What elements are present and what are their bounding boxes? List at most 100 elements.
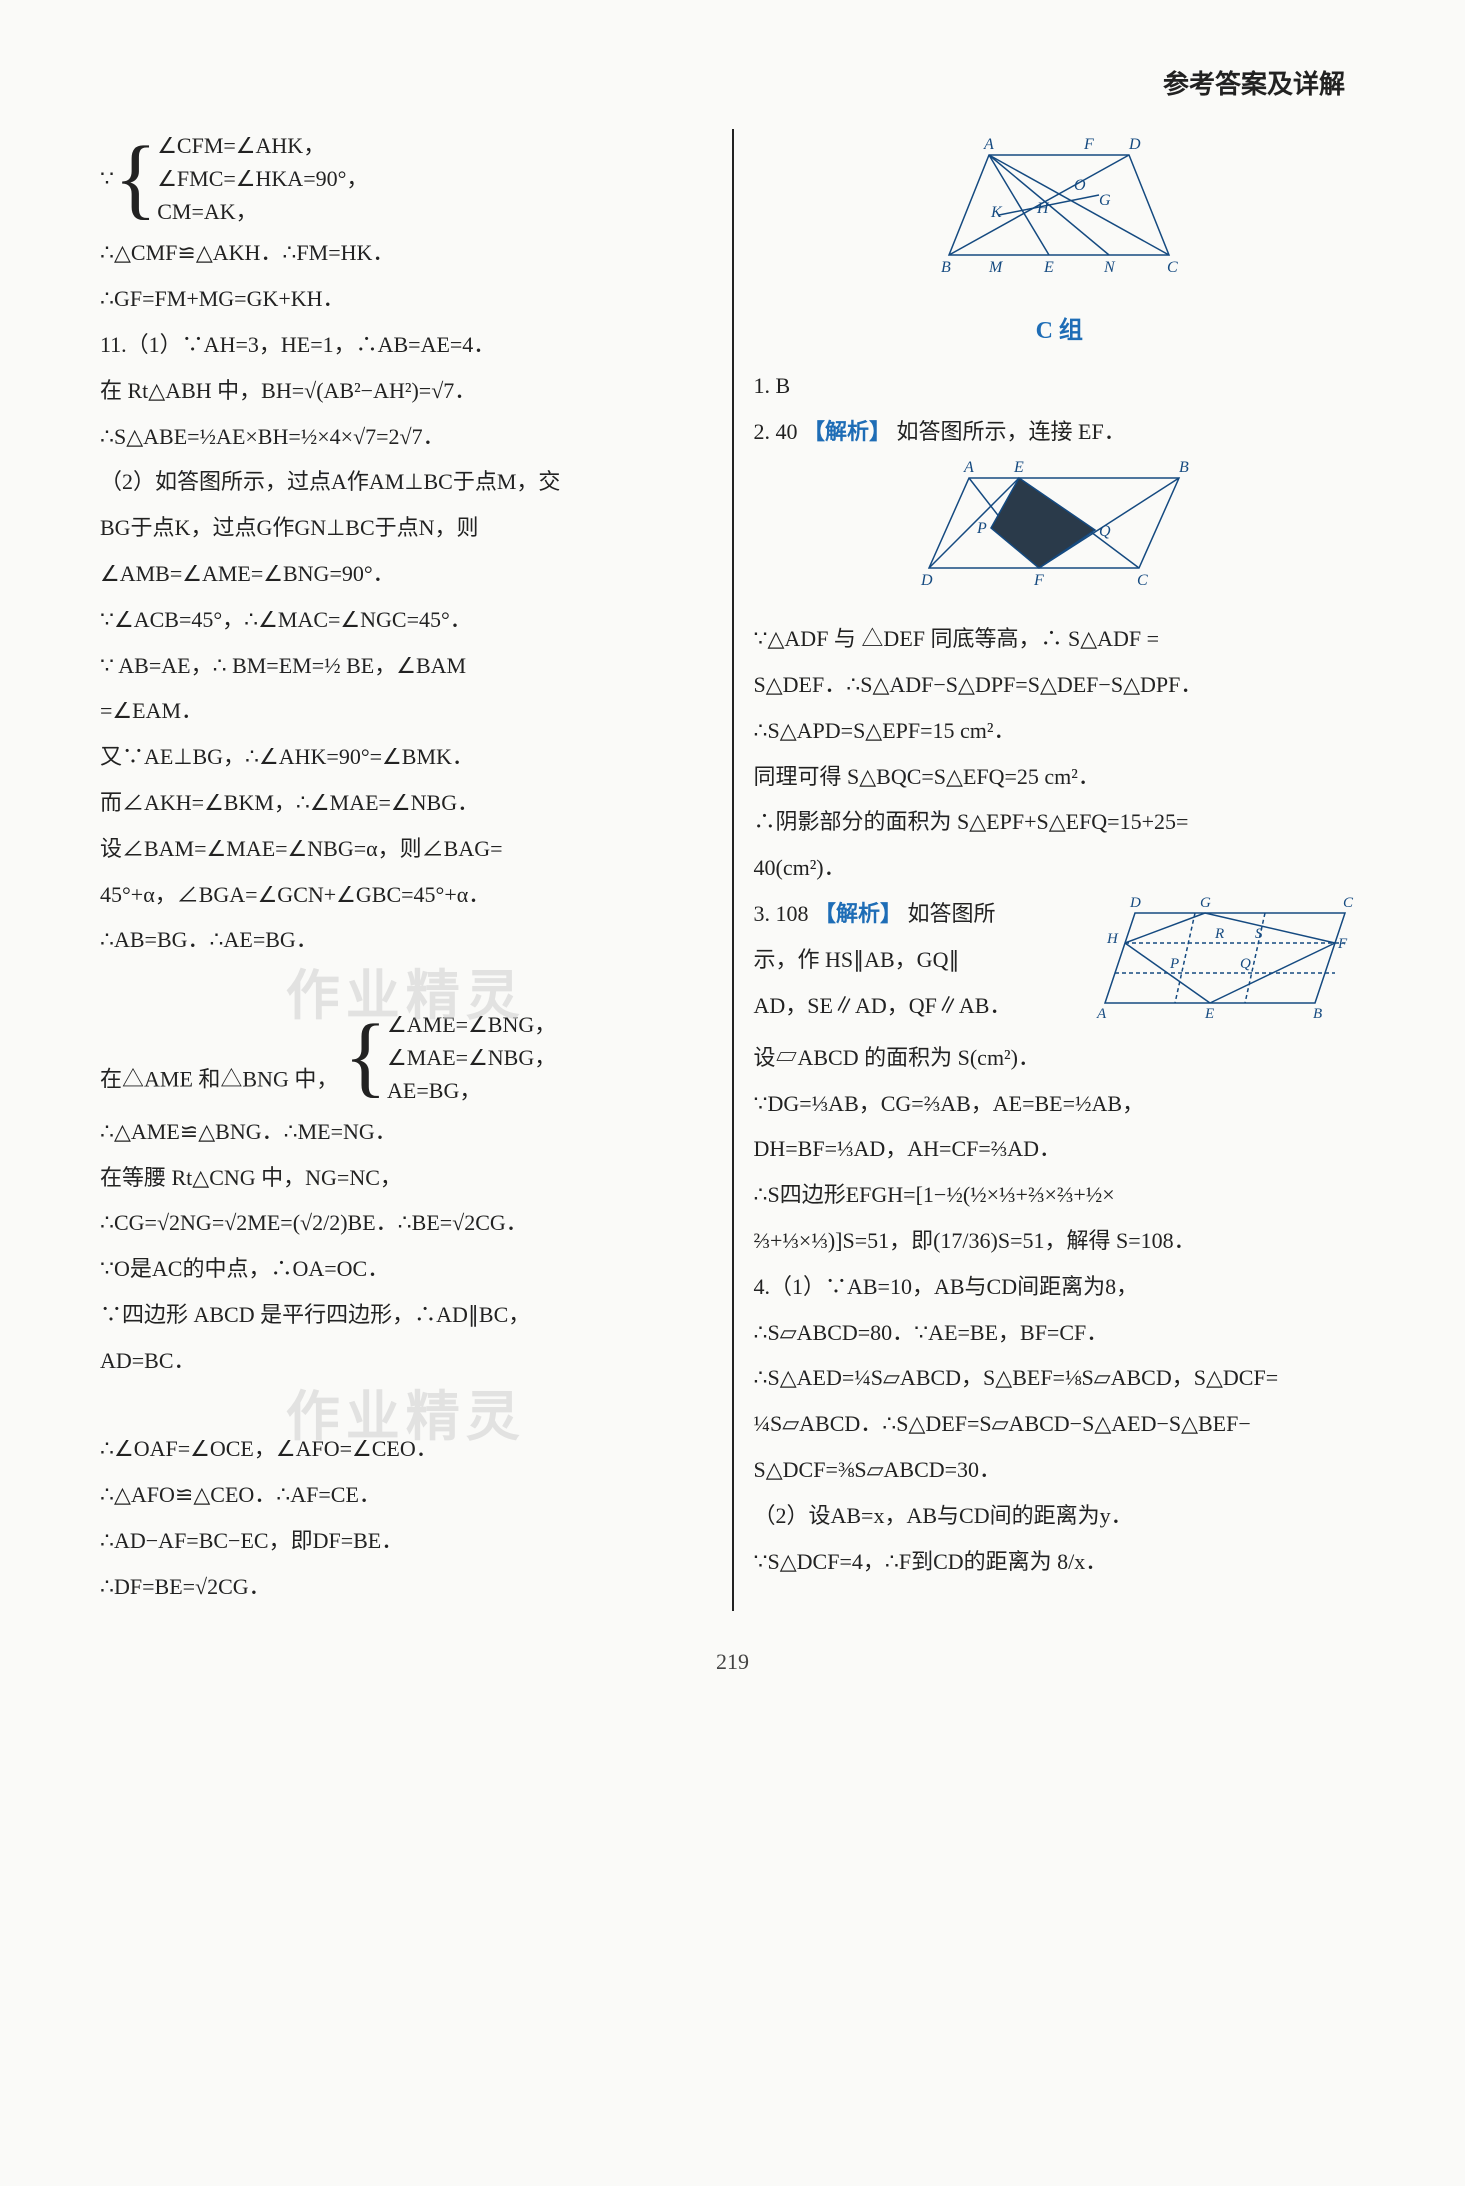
- text-line: ∴AD−AF=BC−EC，即DF=BE．: [100, 1520, 712, 1562]
- label-A: A: [983, 136, 994, 153]
- text-line: ∴GF=FM+MG=GK+KH．: [100, 278, 712, 320]
- text-line: ∴△AFO≌△CEO．∴AF=CE．: [100, 1474, 712, 1516]
- text-line: ∵S△DCF=4，∴F到CD的距离为 8/x．: [754, 1541, 1366, 1583]
- text-line: ∴△CMF≌△AKH．∴FM=HK．: [100, 232, 712, 274]
- label-P: P: [1169, 956, 1179, 972]
- text-line: ∠AMB=∠AME=∠BNG=90°．: [100, 553, 712, 595]
- text-line: 11.（1）∵AH=3，HE=1，∴AB=AE=4．: [100, 324, 712, 366]
- text-line: 设∠BAM=∠MAE=∠NBG=α，则∠BAG=: [100, 828, 712, 870]
- text-line: BG于点K，过点G作GN⊥BC于点N，则: [100, 507, 712, 549]
- text-line: S△DCF=⅜S▱ABCD=30．: [754, 1449, 1366, 1491]
- label-B: B: [1179, 459, 1189, 476]
- left-column: ∵ { ∠CFM=∠AHK， ∠FMC=∠HKA=90°， CM=AK， ∴△C…: [80, 129, 732, 1611]
- label-R: R: [1214, 926, 1224, 942]
- right-column: A F D O G K H B M E N C C 组 1. B 2. 40: [734, 129, 1386, 1611]
- text-line: ∠CFM=∠AHK，: [157, 133, 325, 158]
- label-F: F: [1083, 136, 1094, 153]
- text-line: ∴△AME≌△BNG．∴ME=NG．: [100, 1111, 712, 1153]
- analysis-label: 【解析】: [803, 419, 891, 444]
- label-H: H: [1036, 200, 1050, 217]
- analysis-label: 【解析】: [814, 901, 902, 926]
- label-Q: Q: [1099, 523, 1111, 540]
- text-line: 设▱ABCD 的面积为 S(cm²)．: [754, 1037, 1366, 1079]
- text-line: ∵ { ∠CFM=∠AHK， ∠FMC=∠HKA=90°， CM=AK，: [100, 129, 712, 228]
- text-line: ∠FMC=∠HKA=90°，: [157, 166, 368, 191]
- text-line: 在 Rt△ABH 中，BH=√(AB²−AH²)=√7．: [100, 370, 712, 412]
- page-columns: ∵ { ∠CFM=∠AHK， ∠FMC=∠HKA=90°， CM=AK， ∴△C…: [80, 129, 1385, 1611]
- text-line: ∠MAE=∠NBG，: [387, 1045, 556, 1070]
- text-line: AD=BC．: [100, 1340, 712, 1382]
- label-O: O: [1074, 177, 1086, 194]
- text-line: 在△AME 和△BNG 中， { ∠AME=∠BNG， ∠MAE=∠NBG， A…: [100, 1008, 712, 1107]
- text-line: ∵△ADF 与 △DEF 同底等高，∴ S△ADF =: [754, 618, 1366, 660]
- answer-3-value: 3. 108: [754, 901, 815, 926]
- figure-1: A F D O G K H B M E N C: [754, 135, 1366, 299]
- label-G: G: [1099, 192, 1111, 209]
- text-line: DH=BF=⅓AD，AH=CF=⅔AD．: [754, 1128, 1366, 1170]
- text-line: ∵∠ACB=45°，∴∠MAC=∠NGC=45°．: [100, 599, 712, 641]
- text-line: ⅔+⅓×⅓)]S=51，即(17/36)S=51，解得 S=108．: [754, 1220, 1366, 1262]
- text-line: ∴S△AED=¼S▱ABCD，S△BEF=⅛S▱ABCD，S△DCF=: [754, 1357, 1366, 1399]
- text-line: ∵ AB=AE，∴ BM=EM=½ BE，∠BAM: [100, 645, 712, 687]
- text-line: 40(cm²)．: [754, 847, 1366, 889]
- text-line: 在△AME 和△BNG 中，: [100, 1066, 338, 1091]
- label-S: S: [1255, 926, 1263, 942]
- label-B: B: [941, 259, 951, 276]
- text-line: =∠EAM．: [100, 690, 712, 732]
- label-Q: Q: [1240, 956, 1251, 972]
- label-E: E: [1204, 1006, 1214, 1022]
- text-line: ∵DG=⅓AB，CG=⅔AB，AE=BE=½AB，: [754, 1083, 1366, 1125]
- header-title: 参考答案及详解: [80, 60, 1385, 109]
- label-C: C: [1137, 572, 1148, 589]
- text-line: ∴AB=BG．∴AE=BG．: [100, 919, 712, 961]
- text-line: 如答图所示，连接 EF．: [897, 419, 1126, 444]
- text-line: 又∵AE⊥BG，∴∠AHK=90°=∠BMK．: [100, 736, 712, 778]
- label-N: N: [1103, 259, 1116, 276]
- text-line: 在等腰 Rt△CNG 中，NG=NC，: [100, 1157, 712, 1199]
- text-line: （2）如答图所示，过点A作AM⊥BC于点M，交: [100, 461, 712, 503]
- text-line: S△DEF．∴S△ADF−S△DPF=S△DEF−S△DPF．: [754, 664, 1366, 706]
- answer-3-block: D G C H R S P Q F A E B 3.: [754, 893, 1366, 1037]
- text-line: ∴S四边形EFGH=[1−½(½×⅓+⅔×⅔+½×: [754, 1174, 1366, 1216]
- text-line: ∴S▱ABCD=80．∵AE=BE，BF=CF．: [754, 1312, 1366, 1354]
- text-line: ∵四边形 ABCD 是平行四边形，∴AD∥BC，: [100, 1294, 712, 1336]
- text-line: 而∠AKH=∠BKM，∴∠MAE=∠NBG．: [100, 782, 712, 824]
- label-B: B: [1313, 1006, 1322, 1022]
- label-H: H: [1106, 931, 1119, 947]
- text-line: ∴∠OAF=∠OCE，∠AFO=∠CEO．: [100, 1428, 712, 1470]
- brace-icon: {: [344, 1021, 387, 1093]
- text-line: ∴DF=BE=√2CG．: [100, 1566, 712, 1608]
- text-line: ∴阴影部分的面积为 S△EPF+S△EFQ=15+25=: [754, 801, 1366, 843]
- prefix-because: ∵: [100, 158, 114, 200]
- text-line: CM=AK，: [157, 199, 257, 224]
- label-K: K: [990, 204, 1003, 221]
- label-C: C: [1343, 895, 1354, 911]
- text-line: 45°+α，∠BGA=∠GCN+∠GBC=45°+α．: [100, 874, 712, 916]
- label-M: M: [988, 259, 1004, 276]
- text-line: ∴S△ABE=½AE×BH=½×4×√7=2√7．: [100, 416, 712, 458]
- text-line: 如答图所: [908, 901, 996, 926]
- text-line: ∴CG=√2NG=√2ME=(√2/2)BE．∴BE=√2CG．: [100, 1202, 712, 1244]
- label-P: P: [976, 520, 987, 537]
- label-G: G: [1200, 895, 1211, 911]
- figure-2: A E B P Q D F C: [754, 458, 1366, 612]
- text-line: 同理可得 S△BQC=S△EFQ=25 cm²．: [754, 756, 1366, 798]
- label-C: C: [1167, 259, 1178, 276]
- page-number: 219: [80, 1641, 1385, 1683]
- text-line: ∠AME=∠BNG，: [387, 1012, 556, 1037]
- answer-1: 1. B: [754, 365, 1366, 407]
- text-line: ∵O是AC的中点，∴OA=OC．: [100, 1248, 712, 1290]
- label-F: F: [1033, 572, 1044, 589]
- label-A: A: [963, 459, 974, 476]
- label-F: F: [1337, 936, 1348, 952]
- answer-2: 2. 40 【解析】 如答图所示，连接 EF．: [754, 411, 1366, 453]
- label-E: E: [1043, 259, 1054, 276]
- text-line: 4.（1）∵AB=10，AB与CD间距离为8，: [754, 1266, 1366, 1308]
- text-line: AE=BG，: [387, 1078, 481, 1103]
- brace-icon: {: [114, 143, 157, 215]
- text-line: ∴S△APD=S△EPF=15 cm²．: [754, 710, 1366, 752]
- label-D: D: [1128, 136, 1141, 153]
- answer-2-value: 2. 40: [754, 419, 804, 444]
- label-E: E: [1013, 459, 1024, 476]
- text-line: ¼S▱ABCD．∴S△DEF=S▱ABCD−S△AED−S△BEF−: [754, 1403, 1366, 1445]
